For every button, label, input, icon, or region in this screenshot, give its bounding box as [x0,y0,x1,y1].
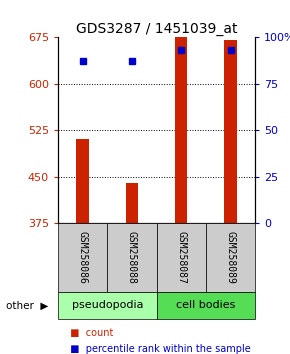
Bar [58,223,107,292]
Text: GSM258087: GSM258087 [176,231,186,284]
Text: GSM258089: GSM258089 [226,231,235,284]
Text: ■  count: ■ count [64,328,113,338]
Text: cell bodies: cell bodies [176,300,235,310]
Text: other  ▶: other ▶ [6,300,48,310]
Bar [224,40,237,223]
Bar [107,223,157,292]
Text: GSM258086: GSM258086 [78,231,88,284]
Text: pseudopodia: pseudopodia [72,300,143,310]
Title: GDS3287 / 1451039_at: GDS3287 / 1451039_at [76,22,237,36]
Bar [77,139,89,223]
Bar [157,292,255,319]
Bar [206,223,255,292]
Bar [126,183,138,223]
Text: GSM258088: GSM258088 [127,231,137,284]
Bar [175,37,187,223]
Text: ■  percentile rank within the sample: ■ percentile rank within the sample [64,344,251,354]
Bar [58,292,157,319]
Bar [157,223,206,292]
